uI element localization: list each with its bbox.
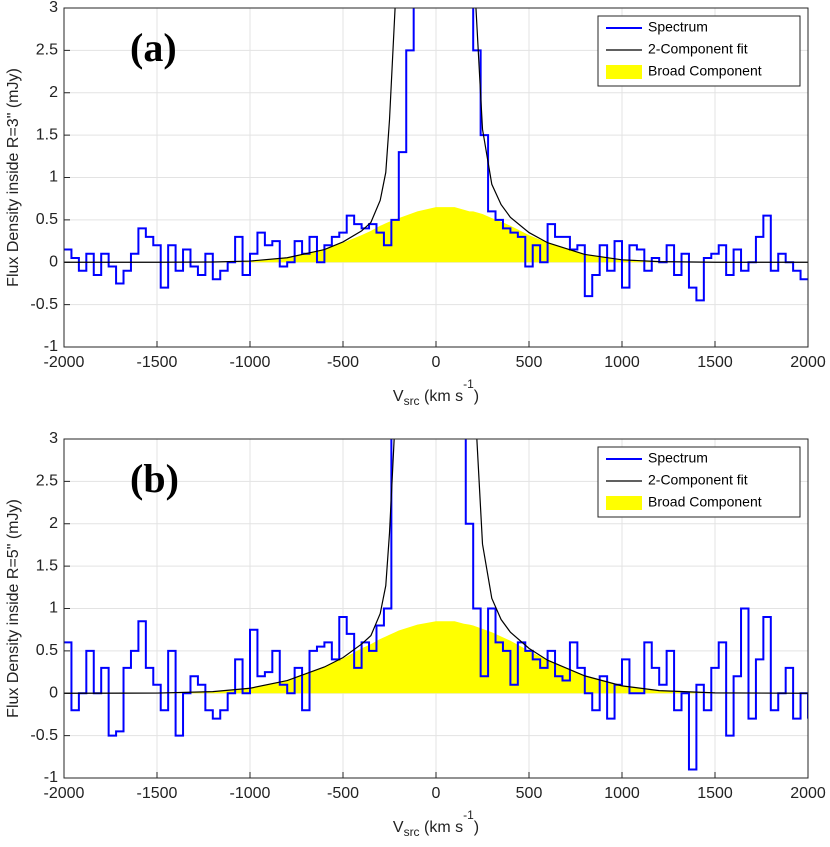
legend-label: Broad Component bbox=[648, 494, 762, 510]
y-tick-label: 2 bbox=[49, 84, 58, 101]
x-axis-label-part: -1 bbox=[463, 808, 474, 822]
x-axis-label: Vsrc (km s-1) bbox=[393, 808, 479, 839]
y-tick-label: -1 bbox=[44, 769, 58, 786]
spectrum-line bbox=[64, 8, 808, 302]
x-axis-label-part: ) bbox=[474, 819, 479, 836]
y-tick-label: -1 bbox=[44, 338, 58, 355]
x-tick-label: -2000 bbox=[44, 354, 85, 371]
panel: -2000 -1500 -1000 -500 0 500 1000 1500 2000 -1 -0.… bbox=[5, 430, 826, 839]
y-tick-label: 1 bbox=[49, 600, 58, 617]
x-axis-label-part: (km s bbox=[420, 819, 464, 836]
x-axis-label-part: ) bbox=[474, 388, 479, 405]
y-tick-label: -0.5 bbox=[30, 296, 58, 313]
x-tick-label: 1000 bbox=[604, 785, 640, 802]
y-tick-label: -0.5 bbox=[30, 727, 58, 744]
x-tick-label: -1500 bbox=[137, 354, 178, 371]
y-tick-label: 1.5 bbox=[36, 126, 58, 143]
y-axis-label: Flux Density inside R=5" (mJy) bbox=[5, 499, 22, 718]
legend-swatch bbox=[606, 65, 642, 79]
panel: -2000 -1500 -1000 -500 0 500 1000 1500 2000 -1 -0.… bbox=[5, 0, 826, 408]
fit-line bbox=[64, 439, 808, 694]
x-axis-label-part: src bbox=[404, 825, 420, 839]
y-tick-label: 3 bbox=[49, 0, 58, 16]
y-tick-label: 0 bbox=[49, 253, 58, 270]
x-axis-label-part: V bbox=[393, 819, 404, 836]
x-tick-label: 0 bbox=[432, 354, 441, 371]
spectrum-line bbox=[64, 439, 808, 771]
broad-area bbox=[64, 621, 808, 694]
plot-clip bbox=[64, 439, 808, 771]
x-tick-label: 2000 bbox=[790, 785, 826, 802]
legend-label: 2-Component fit bbox=[648, 41, 748, 57]
y-tick-label: 2 bbox=[49, 515, 58, 532]
x-tick-label: -1000 bbox=[230, 785, 271, 802]
x-tick-label: 500 bbox=[516, 354, 543, 371]
x-tick-label: -1000 bbox=[230, 354, 271, 371]
x-tick-label: 1500 bbox=[697, 785, 733, 802]
axes-box bbox=[63, 438, 809, 779]
annotation: (a) bbox=[130, 25, 177, 70]
broad-area bbox=[64, 207, 808, 263]
legend-label: Broad Component bbox=[648, 63, 762, 79]
fit-line bbox=[64, 8, 808, 263]
x-tick-label: 1500 bbox=[697, 354, 733, 371]
y-tick-label: 2.5 bbox=[36, 42, 58, 59]
y-tick-label: 0.5 bbox=[36, 211, 58, 228]
x-tick-label: -1500 bbox=[137, 785, 178, 802]
x-axis-label-part: V bbox=[393, 388, 404, 405]
annotation: (b) bbox=[130, 456, 179, 501]
x-axis-label-part: (km s bbox=[420, 388, 464, 405]
x-tick-label: 500 bbox=[516, 785, 543, 802]
y-tick-label: 3 bbox=[49, 430, 58, 447]
plot-clip bbox=[64, 8, 808, 302]
x-axis-label: Vsrc (km s-1) bbox=[393, 377, 479, 408]
x-tick-label: -500 bbox=[327, 354, 359, 371]
legend-label: Spectrum bbox=[648, 450, 708, 466]
legend-swatch bbox=[606, 496, 642, 510]
x-tick-label: 0 bbox=[432, 785, 441, 802]
x-tick-label: 1000 bbox=[604, 354, 640, 371]
x-tick-label: -2000 bbox=[44, 785, 85, 802]
axes-box bbox=[63, 7, 809, 348]
y-tick-label: 0 bbox=[49, 684, 58, 701]
legend-label: 2-Component fit bbox=[648, 472, 748, 488]
x-tick-label: 2000 bbox=[790, 354, 826, 371]
x-axis-label-part: -1 bbox=[463, 377, 474, 391]
x-tick-label: -500 bbox=[327, 785, 359, 802]
x-axis-label-part: src bbox=[404, 394, 420, 408]
y-axis-label: Flux Density inside R=3" (mJy) bbox=[5, 68, 22, 287]
y-tick-label: 1.5 bbox=[36, 557, 58, 574]
y-tick-label: 2.5 bbox=[36, 473, 58, 490]
legend-label: Spectrum bbox=[648, 19, 708, 35]
y-tick-label: 0.5 bbox=[36, 642, 58, 659]
y-tick-label: 1 bbox=[49, 169, 58, 186]
